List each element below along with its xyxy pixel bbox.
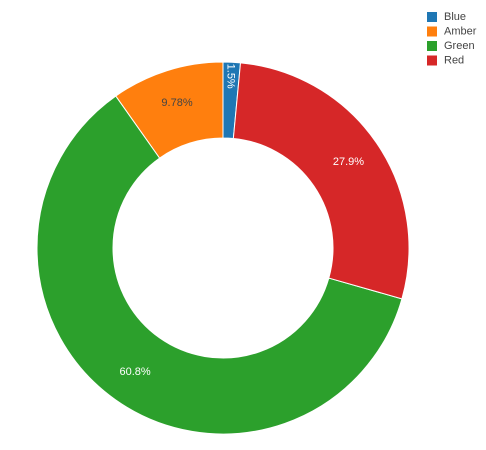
legend-label: Green — [444, 40, 475, 52]
legend-swatch — [427, 41, 437, 51]
legend-swatch — [427, 55, 437, 66]
slice-label: 27.9% — [333, 156, 364, 168]
slice-label: 9.78% — [161, 97, 192, 109]
slice-label: 60.8% — [120, 366, 151, 378]
legend-label: Blue — [444, 11, 466, 23]
slice — [232, 62, 410, 300]
slice-label: 1.5% — [224, 64, 236, 89]
legend-swatch — [427, 12, 437, 22]
slice — [36, 95, 403, 435]
legend-label: Red — [444, 54, 464, 66]
legend-swatch — [427, 26, 437, 37]
legend-label: Amber — [444, 25, 477, 37]
